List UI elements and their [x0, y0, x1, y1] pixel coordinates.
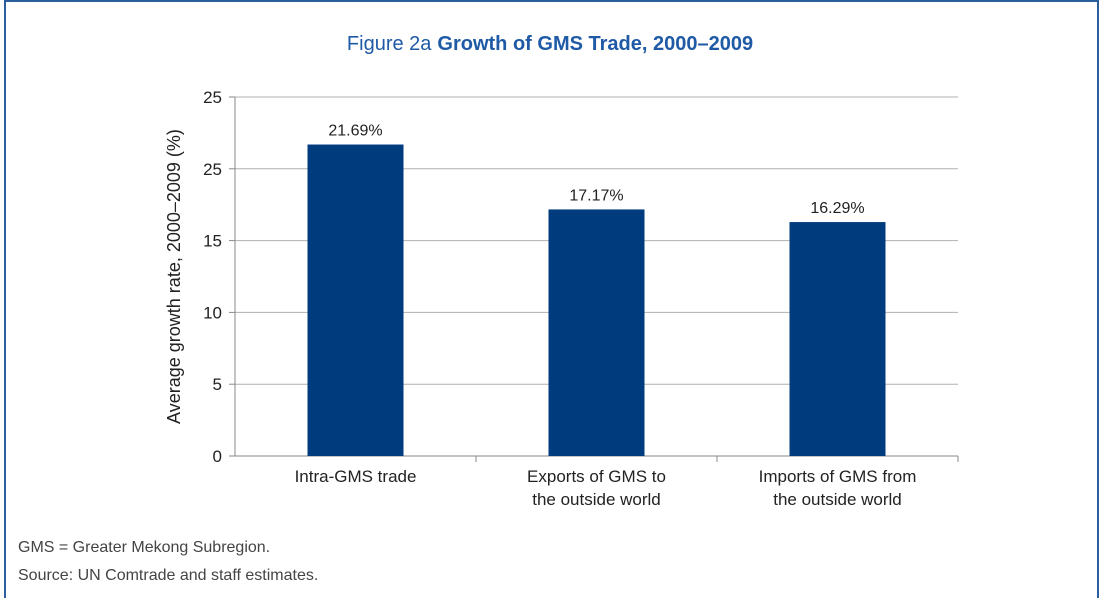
figure-notes: GMS = Greater Mekong Subregion. Source: …: [18, 534, 318, 590]
figure-title-text: Growth of GMS Trade, 2000–2009: [437, 33, 754, 55]
category-label: Exports of GMS to: [527, 467, 666, 486]
figure-label: Figure 2a: [346, 33, 432, 55]
abbreviation-note: GMS = Greater Mekong Subregion.: [18, 539, 271, 556]
bar-chart: 0 5 10 15 25 25 Average growth rate, 2000–2009…: [164, 88, 959, 509]
bar: [307, 144, 404, 456]
category-label: the outside world: [532, 490, 661, 509]
y-tick-label: 10: [203, 303, 222, 322]
y-tick-label: 0: [213, 447, 222, 466]
bar: [789, 222, 886, 456]
y-tick-label: 25: [203, 160, 222, 179]
y-tick-label: 5: [213, 375, 222, 394]
y-tick-label: 15: [203, 232, 222, 251]
bar: [548, 209, 645, 456]
category-label: the outside world: [773, 490, 902, 509]
y-tick-label: 25: [203, 88, 222, 107]
data-label: 17.17%: [569, 187, 623, 204]
category-label: Intra-GMS trade: [295, 467, 417, 486]
y-axis-title: Average growth rate, 2000–2009 (%): [164, 129, 184, 424]
data-label: 21.69%: [328, 123, 382, 140]
figure-frame: [4, 0, 1099, 598]
category-label: Imports of GMS from: [759, 467, 917, 486]
figure-title: Figure 2a Growth of GMS Trade, 2000–2009: [0, 33, 1100, 56]
data-label: 16.29%: [810, 200, 864, 217]
source-note: Source: UN Comtrade and staff estimates.: [18, 567, 319, 584]
